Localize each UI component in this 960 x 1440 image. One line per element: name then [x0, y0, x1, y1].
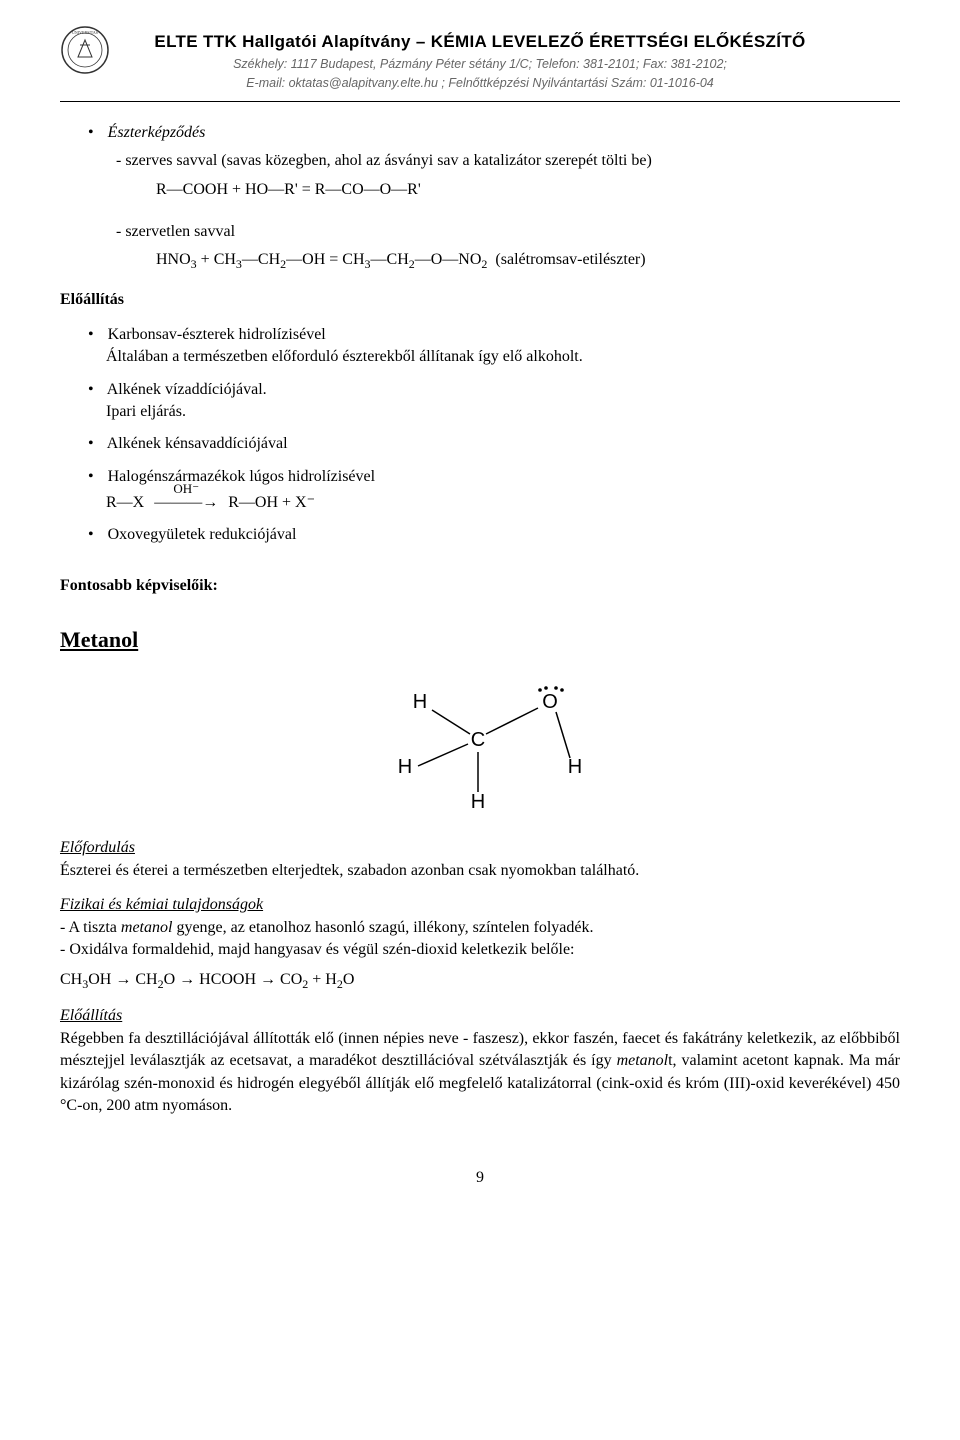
page-number: 9 — [60, 1167, 900, 1189]
section-metanol-title: Metanol — [60, 625, 900, 656]
methanol-svg-icon: C H H H O H — [350, 668, 610, 818]
list-item: Halogénszármazékok lúgos hidrolízisével … — [88, 466, 900, 515]
rx-equation: R—X OH⁻ ———→ R—OH + X⁻ — [106, 492, 900, 514]
svg-text:UNIVERSITAS: UNIVERSITAS — [72, 30, 98, 35]
metanol-fizkem: Fizikai és kémiai tulajdonságok - A tisz… — [60, 894, 900, 993]
eloallitas2-title: Előállítás — [60, 1005, 900, 1027]
list-item: Alkének vízaddíciójával. Ipari eljárás. — [88, 379, 900, 424]
organic-equation: R—COOH + HO—R' = R—CO—O—R' — [156, 179, 900, 201]
header-address: Székhely: 1117 Budapest, Pázmány Péter s… — [60, 56, 900, 74]
eloallitas-list: Karbonsav-észterek hidrolízisével Általá… — [60, 324, 900, 547]
elofordulas-title: Előfordulás — [60, 837, 900, 859]
oxidation-equation: CH3OH → CH2O → HCOOH → CO2 + H2O — [60, 969, 900, 993]
section-eszterkepzodes: Észterképződés — [88, 122, 900, 144]
fizkem-p2: - Oxidálva formaldehid, majd hangyasav é… — [60, 939, 900, 961]
fizkem-p1: - A tiszta metanol gyenge, az etanolhoz … — [60, 917, 900, 939]
inorganic-equation: HNO3 + CH3—CH2—OH = CH3—CH2—O—NO2 (salét… — [156, 249, 900, 273]
section-eloallitas-title: Előállítás — [60, 289, 900, 311]
list-item: Oxovegyületek redukciójával — [88, 524, 900, 546]
svg-text:H: H — [471, 791, 485, 813]
metanol-eloallitas: Előállítás Régebben fa desztillációjával… — [60, 1005, 900, 1117]
svg-text:C: C — [471, 729, 485, 751]
organic-acid-line: szerves savval (savas közegben, ahol az … — [116, 150, 900, 172]
list-item: Karbonsav-észterek hidrolízisével Általá… — [88, 324, 900, 369]
svg-text:H: H — [413, 691, 427, 713]
methanol-structure-figure: C H H H O H — [60, 668, 900, 825]
svg-text:O: O — [542, 691, 558, 713]
metanol-elofordulas: Előfordulás Észterei és éterei a termész… — [60, 837, 900, 882]
elofordulas-text: Észterei és éterei a természetben elterj… — [60, 860, 900, 882]
section-fontosabb-title: Fontosabb képviselőik: — [60, 575, 900, 597]
inorganic-acid-line: szervetlen savval — [116, 221, 900, 243]
page-header: UNIVERSITAS ELTE TTK Hallgatói Alapítván… — [60, 30, 900, 102]
elte-seal-icon: UNIVERSITAS — [60, 25, 110, 75]
list-item: Alkének kénsavaddíciójával — [88, 433, 900, 455]
eszterkepzodes-title: Észterképződés — [108, 124, 206, 141]
header-title: ELTE TTK Hallgatói Alapítvány – KÉMIA LE… — [60, 30, 900, 54]
fizkem-title: Fizikai és kémiai tulajdonságok — [60, 894, 900, 916]
svg-text:H: H — [398, 756, 412, 778]
svg-text:H: H — [568, 756, 582, 778]
eloallitas2-text: Régebben fa desztillációjával állították… — [60, 1028, 900, 1118]
header-contact: E-mail: oktatas@alapitvany.elte.hu ; Fel… — [60, 75, 900, 93]
